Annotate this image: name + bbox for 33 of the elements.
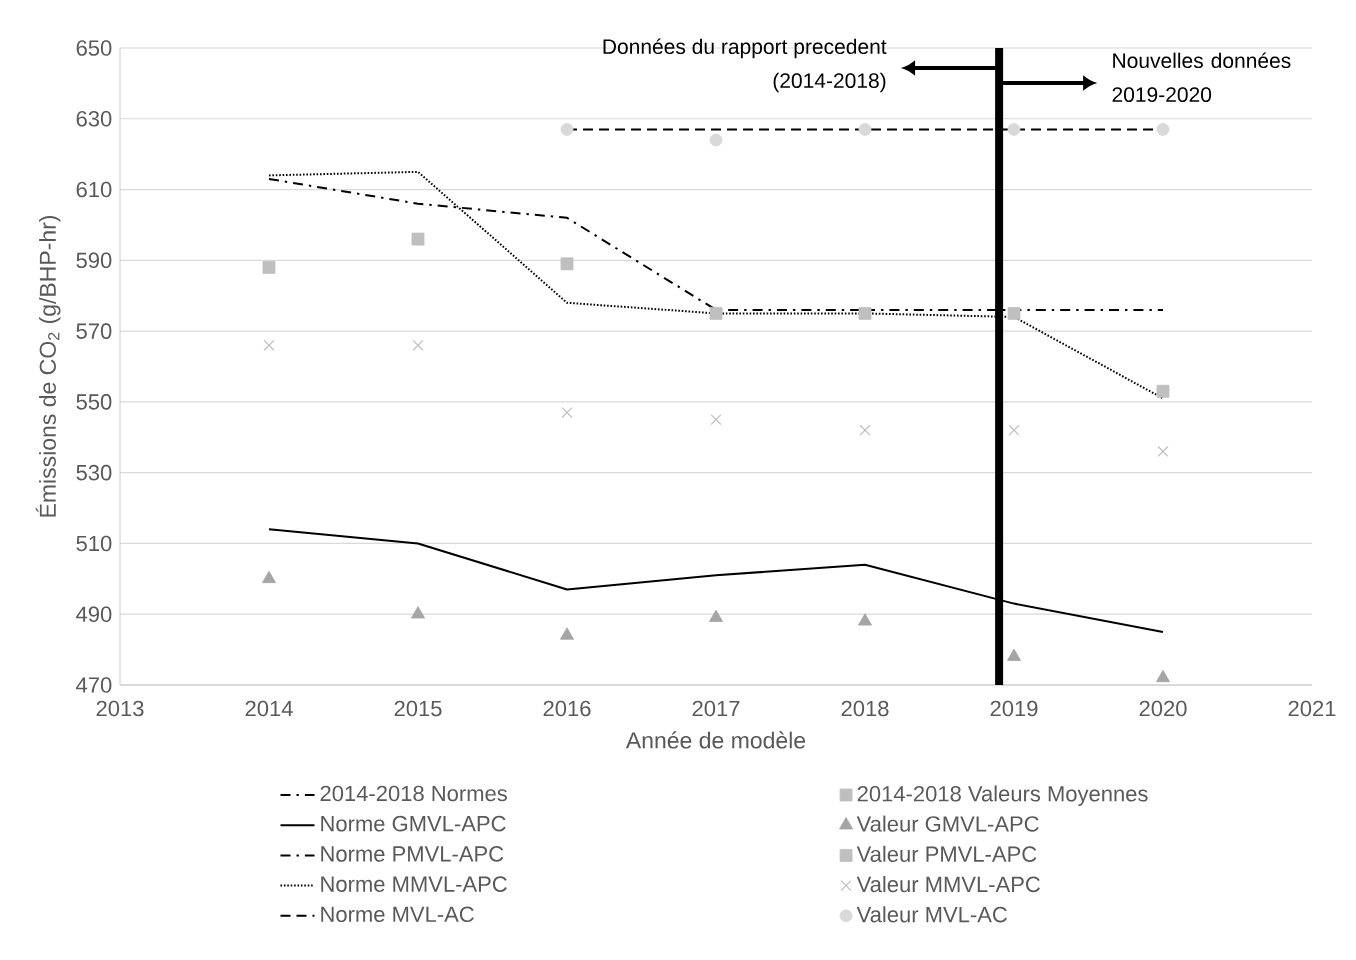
x-tick-label: 2014 [245,700,293,717]
x-tick-label: 2016 [543,700,591,717]
y-tick-label: 490 [76,606,112,623]
legend-label: Norme PMVL-APC [321,846,504,862]
legend-label: Valeur PMVL-APC [856,845,1037,862]
y-tick-label: 630 [76,110,112,127]
y-axis-title: Émissions de CO$_{2}$ (g/BHP-hr) [35,215,61,517]
y-tick-label: 550 [76,394,112,410]
y-tick-label: 530 [76,464,112,481]
x-tick-label: 2021 [1288,700,1336,717]
annotation: Données du rapport precedent (2014-2018) [603,38,887,93]
x-tick-label: 2015 [394,700,442,717]
y-tick-label: 570 [76,323,112,339]
x-tick-label: 2017 [692,700,740,717]
y-tick-label: 590 [76,252,112,269]
legend-label: Valeur GMVL-APC [856,815,1039,832]
legend-label: 2014-2018 Normes [320,785,507,802]
annotation: Nouvelles données 2019-2020 [1112,52,1291,103]
x-axis-title: Année de modèle [625,731,806,749]
legend-label: Norme MVL-AC [321,906,474,923]
legend-label: Norme MMVL-APC [321,876,507,892]
x-tick-label: 2020 [1139,700,1187,717]
legend-label: 2014-2018 Valeurs Moyennes [857,785,1148,806]
y-tick-label: 470 [76,677,112,693]
legend-label: Valeur MVL-AC [856,906,1007,923]
y-tick-label: 610 [76,181,112,198]
x-tick-label: 2013 [96,700,144,717]
legend-label: Valeur MMVL-APC [856,876,1040,893]
legend-label: Norme GMVL-APC [321,815,506,832]
y-tick-label: 510 [76,535,112,552]
x-tick-label: 2018 [841,700,889,717]
y-tick-label: 650 [76,40,112,56]
x-tick-label: 2019 [990,700,1038,717]
